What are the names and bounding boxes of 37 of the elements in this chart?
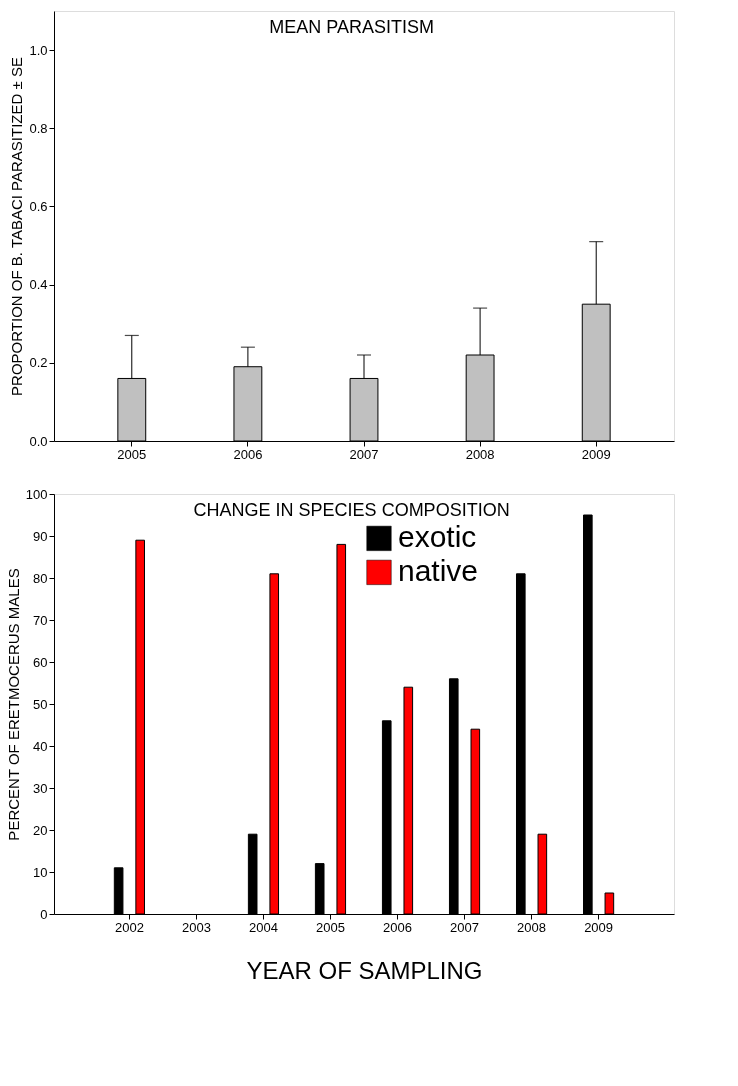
y-tick-label: 0.8 [29,120,48,136]
y-tick-label: 10 [33,864,48,880]
y-tick-label: 40 [33,738,48,754]
x-tick-label: 2006 [383,919,412,935]
y-tick-label: 70 [33,612,48,628]
chart-title: CHANGE IN SPECIES COMPOSITION [193,500,510,520]
y-tick-label: 60 [33,654,48,670]
x-tick-label: 2008 [465,446,495,462]
legend-label: native [398,554,479,588]
x-tick-label: 2006 [233,446,263,462]
y-tick-label: 0.2 [29,355,48,371]
x-tick-label: 2005 [117,446,147,462]
y-tick-label: 20 [33,822,48,838]
y-axis-title: PERCENT OF ERETMOCERUS MALES [4,568,22,841]
x-tick-label: 2007 [349,446,379,462]
y-tick-label: 100 [25,486,48,502]
y-tick-label: 1.0 [29,42,48,58]
x-tick-label: 2008 [517,919,547,935]
x-tick-label: 2005 [316,919,345,935]
x-axis-title: YEAR OF SAMPLING [246,956,483,984]
legend-label: exotic [398,520,477,554]
y-tick-label: 0.6 [29,198,48,214]
y-tick-label: 0 [40,906,48,922]
y-tick-label: 0.4 [29,277,48,293]
y-tick-label: 80 [33,570,48,586]
x-tick-label: 2004 [249,919,278,935]
chart-title: MEAN PARASITISM [269,17,434,37]
y-tick-label: 30 [33,780,48,796]
x-tick-label: 2009 [581,446,611,462]
x-tick-label: 2009 [584,919,614,935]
y-tick-label: 90 [33,528,48,544]
x-tick-label: 2003 [181,919,211,935]
y-axis-title: PROPORTION OF B. TABACI PARASITIZED ± SE [8,57,26,396]
x-tick-label: 2002 [114,919,144,935]
y-tick-label: 50 [33,696,48,712]
x-tick-label: 2007 [450,919,479,935]
y-tick-label: 0.0 [29,433,48,449]
